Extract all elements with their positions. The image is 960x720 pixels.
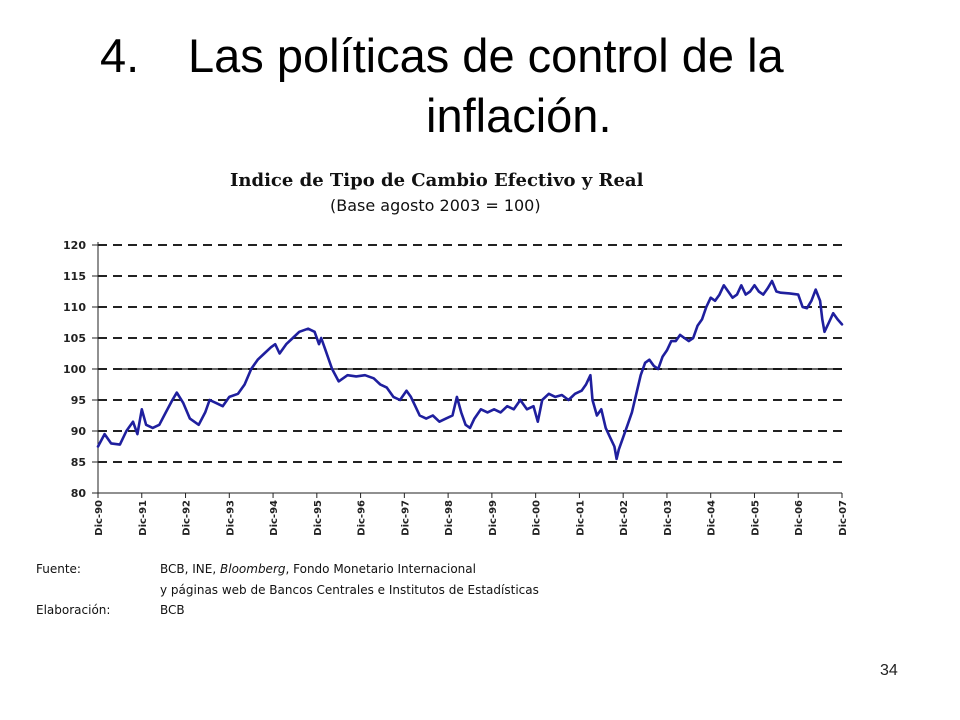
y-tick-label-120: 120: [63, 239, 86, 252]
source-label: Fuente:: [36, 562, 81, 576]
x-tick-label-Dic-92: Dic-92: [182, 500, 193, 536]
series-line-0: [96, 279, 844, 461]
y-tick-label-100: 100: [63, 363, 86, 376]
page-number: 34: [880, 662, 898, 679]
source-text-1c: , Fondo Monetario Internacional: [285, 562, 476, 576]
x-tick-label-Dic-05: Dic-05: [750, 500, 761, 536]
y-tick-label-85: 85: [71, 456, 86, 469]
x-tick-label-Dic-00: Dic-00: [532, 500, 543, 536]
elaboracion-label: Elaboración:: [36, 603, 111, 617]
x-tick-label-Dic-95: Dic-95: [313, 500, 324, 536]
x-tick-label-Dic-99: Dic-99: [488, 500, 499, 536]
chart-subtitle: (Base agosto 2003 = 100): [330, 196, 541, 215]
x-tick-label-Dic-90: Dic-90: [94, 500, 105, 536]
x-tick-label-Dic-06: Dic-06: [794, 500, 805, 536]
source-text-1a: BCB, INE,: [160, 562, 220, 576]
x-tick-label-Dic-96: Dic-96: [357, 500, 368, 536]
x-tick-label-Dic-97: Dic-97: [400, 500, 411, 536]
y-tick-label-110: 110: [63, 301, 86, 314]
title-line-2: inflación.: [426, 89, 612, 142]
x-tick-label-Dic-98: Dic-98: [444, 500, 455, 536]
source-text-line-2: y páginas web de Bancos Centrales e Inst…: [160, 583, 539, 597]
x-tick-label-Dic-91: Dic-91: [138, 500, 149, 536]
source-text-line-1: BCB, INE, Bloomberg, Fondo Monetario Int…: [160, 562, 476, 576]
y-tick-label-95: 95: [71, 394, 86, 407]
title-line-1: Las políticas de control de la: [188, 29, 784, 82]
y-tick-label-115: 115: [63, 270, 86, 283]
x-tick-label-Dic-04: Dic-04: [707, 500, 718, 536]
title-number: 4.: [100, 29, 140, 82]
x-tick-label-Dic-93: Dic-93: [225, 500, 236, 536]
x-tick-label-Dic-01: Dic-01: [575, 500, 586, 536]
x-tick-label-Dic-94: Dic-94: [269, 500, 280, 536]
y-tick-label-105: 105: [63, 332, 86, 345]
chart-title: Indice de Tipo de Cambio Efectivo y Real: [230, 170, 644, 191]
elaboracion-text: BCB: [160, 603, 185, 617]
y-tick-label-90: 90: [71, 425, 87, 438]
x-tick-label-Dic-07: Dic-07: [838, 500, 849, 536]
x-tick-label-Dic-03: Dic-03: [663, 500, 674, 536]
source-text-1b: Bloomberg: [220, 562, 286, 576]
y-tick-label-80: 80: [71, 487, 87, 500]
x-tick-label-Dic-02: Dic-02: [619, 500, 630, 536]
